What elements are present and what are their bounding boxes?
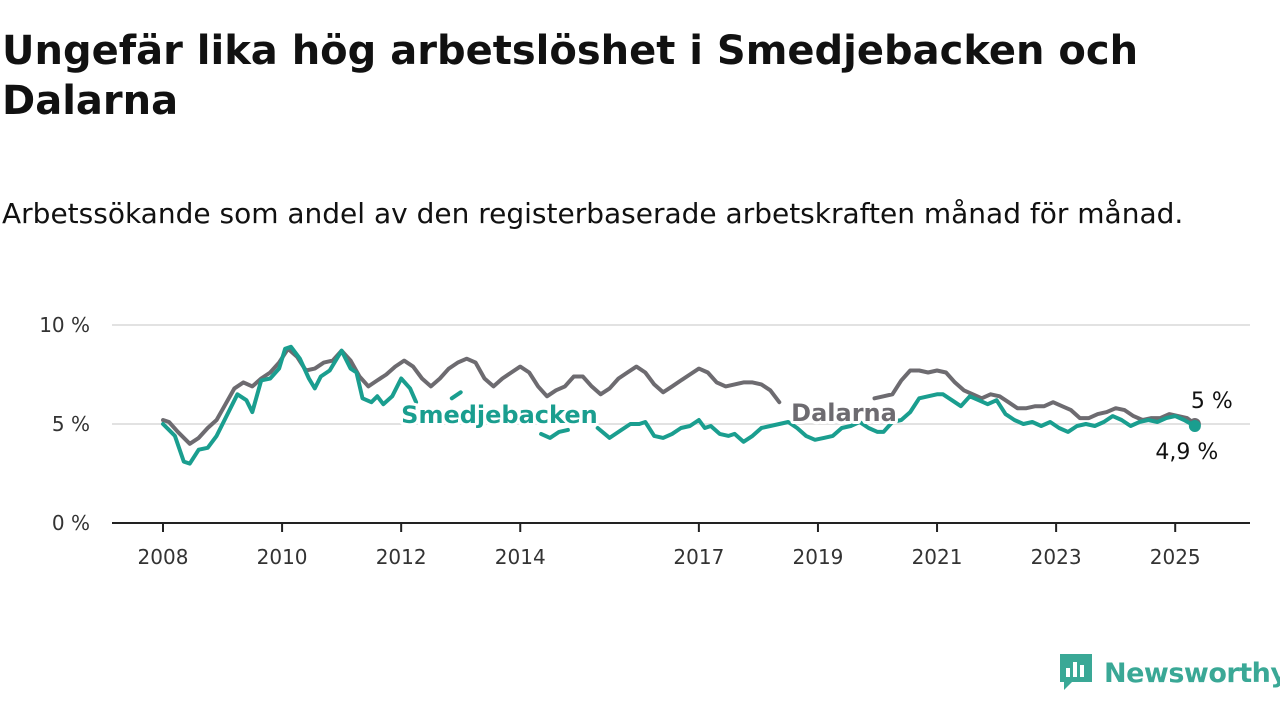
x-tick-label: 2017 bbox=[673, 545, 724, 569]
x-tick-label: 2019 bbox=[793, 545, 844, 569]
y-tick-label: 0 % bbox=[52, 511, 90, 535]
series-line-smedjebacken bbox=[161, 344, 419, 466]
newsworthy-logo-icon bbox=[1060, 654, 1092, 690]
chart-subtitle: Arbetssökande som andel av den registerb… bbox=[2, 197, 1184, 230]
y-tick-label: 10 % bbox=[39, 313, 90, 337]
end-value-label: 4,9 % bbox=[1155, 440, 1218, 465]
x-tick-label: 2025 bbox=[1150, 545, 1201, 569]
x-tick-label: 2010 bbox=[257, 545, 308, 569]
x-tick-label: 2014 bbox=[495, 545, 546, 569]
series-line-smedjebacken bbox=[595, 392, 1197, 444]
x-tick-label: 2012 bbox=[376, 545, 427, 569]
y-tick-label: 5 % bbox=[52, 412, 90, 436]
chart-title: Ungefär lika hög arbetslöshet i Smedjeba… bbox=[2, 28, 1139, 124]
x-tick-label: 2023 bbox=[1031, 545, 1082, 569]
x-tick-label: 2021 bbox=[912, 545, 963, 569]
series-line-smedjebacken bbox=[539, 427, 570, 440]
x-tick-label: 2008 bbox=[138, 545, 189, 569]
series-label: Dalarna bbox=[791, 399, 897, 427]
brand-name: Newsworthy bbox=[1104, 657, 1280, 689]
series-labels: Dalarna Smedjebacken 5 % 4,9 % bbox=[398, 387, 1235, 468]
series-lines bbox=[161, 344, 1201, 466]
series-line-smedjebacken bbox=[449, 390, 463, 401]
series-label: Smedjebacken bbox=[401, 401, 598, 429]
series-line-dalarna bbox=[161, 346, 782, 446]
axes: 0 % 5 % 10 % 2008 2010 2012 2014 2017 2019 2021 20… bbox=[39, 313, 1250, 569]
end-value-label: 5 % bbox=[1191, 389, 1233, 414]
gridlines bbox=[112, 324, 1250, 425]
brand-logo: Newsworthy bbox=[1058, 652, 1280, 694]
series-end-dot bbox=[1188, 419, 1201, 432]
